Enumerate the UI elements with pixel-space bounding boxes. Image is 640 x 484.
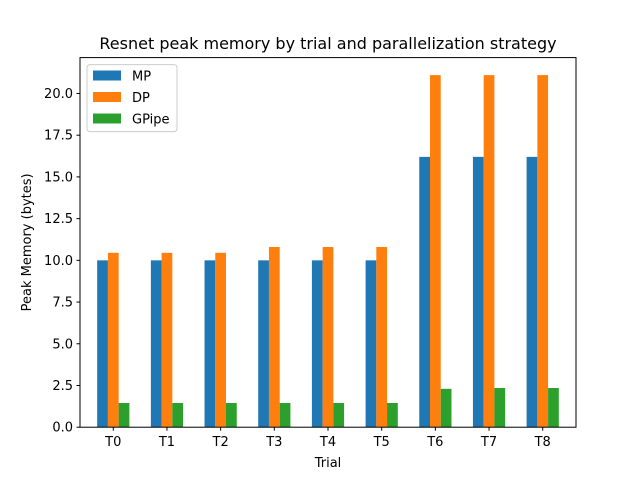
bar-gpipe-t5 — [387, 403, 398, 428]
bar-dp-t1 — [161, 252, 173, 428]
bar-dp-t8 — [537, 75, 549, 428]
bar-mp-t0 — [97, 260, 108, 428]
bar-gpipe-t0 — [118, 403, 130, 428]
x-tick-label: T6 — [426, 435, 443, 450]
bar-gpipe-t1 — [172, 403, 184, 428]
chart-title: Resnet peak memory by trial and parallel… — [99, 34, 556, 53]
bar-dp-t2 — [215, 252, 227, 428]
bar-group — [97, 75, 559, 428]
x-tick-label: T5 — [373, 435, 390, 450]
bar-gpipe-t6 — [440, 388, 452, 428]
bar-dp-t6 — [429, 75, 441, 428]
bar-mp-t2 — [204, 260, 216, 428]
bar-dp-t5 — [376, 246, 388, 428]
bar-mp-t4 — [311, 260, 323, 428]
x-tick-label: T2 — [212, 435, 229, 450]
x-tick-label: T8 — [534, 435, 551, 450]
plot-frame — [79, 57, 577, 428]
y-tick-label: 17.5 — [44, 129, 73, 144]
x-tick-label: T7 — [480, 435, 497, 450]
bar-gpipe-t4 — [333, 403, 345, 428]
bar-mp-t8 — [526, 156, 538, 428]
bar-mp-t5 — [365, 260, 377, 428]
x-axis-label: Trial — [314, 456, 342, 471]
x-tick-label: T0 — [104, 435, 121, 450]
x-tick-label: T3 — [265, 435, 282, 450]
bar-gpipe-t8 — [548, 387, 559, 428]
x-tick-label: T4 — [319, 435, 336, 450]
bar-gpipe-t3 — [279, 403, 291, 428]
y-axis-label: Peak Memory (bytes) — [20, 173, 35, 311]
y-tick-label: 2.5 — [52, 379, 73, 394]
legend-entries: MP DP GPipe — [93, 70, 170, 128]
legend-swatch-dp — [93, 92, 121, 102]
bar-dp-t3 — [268, 246, 280, 428]
y-tick-label: 0.0 — [52, 421, 73, 436]
bar-gpipe-t2 — [226, 403, 237, 428]
legend-swatch-gpipe — [93, 113, 121, 124]
legend-label-gpipe: GPipe — [132, 113, 170, 128]
y-tick-label: 15.0 — [44, 170, 73, 185]
y-tick-label: 20.0 — [44, 87, 73, 102]
legend: MP DP GPipe — [86, 64, 178, 133]
bar-dp-t4 — [322, 246, 334, 428]
bar-dp-t7 — [483, 75, 495, 428]
bar-mp-t6 — [419, 156, 430, 428]
legend-swatch-mp — [93, 70, 121, 81]
y-axis: 0.0 2.5 5.0 7.5 10.0 12.5 15.0 17.5 20.0 — [44, 87, 80, 436]
bar-mp-t3 — [258, 260, 269, 428]
bar-mp-t7 — [472, 156, 484, 428]
legend-label-dp: DP — [132, 91, 150, 106]
bar-mp-t1 — [150, 260, 162, 428]
y-tick-label: 12.5 — [44, 212, 73, 227]
y-tick-label: 10.0 — [44, 254, 73, 269]
y-tick-label: 7.5 — [52, 296, 73, 311]
x-tick-label: T1 — [158, 435, 175, 450]
legend-label-mp: MP — [132, 70, 151, 85]
bar-dp-t0 — [107, 252, 119, 428]
y-tick-label: 5.0 — [52, 337, 73, 352]
bar-gpipe-t7 — [494, 387, 506, 428]
x-axis: T0 T1 T2 T3 T4 T5 T6 T7 T8 — [104, 427, 551, 450]
